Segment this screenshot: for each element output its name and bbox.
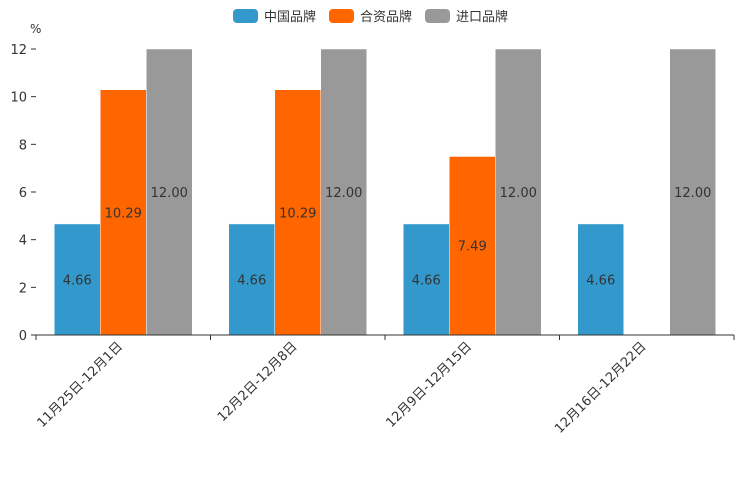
y-axis: 0 2 4 6 8 10 12 [10, 43, 36, 344]
bar [403, 223, 450, 336]
y-tick-label: 2 [19, 281, 27, 296]
y-tick-label: 8 [19, 138, 27, 153]
data-label: 12.00 [325, 186, 362, 201]
bar [274, 89, 321, 336]
legend-swatch [233, 9, 258, 23]
data-label: 10.29 [279, 206, 316, 221]
data-label: 4.66 [412, 273, 441, 288]
data-label: 4.66 [63, 273, 92, 288]
data-label: 12.00 [674, 186, 711, 201]
bars: 4.66 10.29 12.00 4.66 10.29 12.00 4.66 7.49 12.0… [54, 48, 716, 336]
y-tick-label: 4 [19, 234, 27, 249]
legend: 中国品牌 合资品牌 进口品牌 [233, 9, 508, 25]
x-tick-label: 12月9日-12月15日 [383, 339, 475, 431]
x-axis: 11月25日-12月1日 12月2日-12月8日 12月9日-12月15日 12月16… [34, 334, 735, 437]
y-tick-label: 6 [19, 186, 27, 201]
legend-label: 进口品牌 [456, 9, 508, 25]
bar [228, 223, 275, 336]
legend-swatch [425, 9, 450, 23]
legend-label: 合资品牌 [360, 9, 412, 25]
x-tick-label: 12月16日-12月22日 [552, 339, 649, 436]
y-tick-label: 0 [19, 329, 27, 344]
legend-swatch [329, 9, 354, 23]
data-label: 7.49 [458, 240, 487, 255]
bar [495, 48, 542, 336]
y-tick-label: 10 [10, 91, 27, 106]
bar [100, 89, 147, 336]
y-tick-label: 12 [10, 43, 27, 58]
bar [577, 223, 624, 336]
data-label: 12.00 [500, 186, 537, 201]
x-tick-label: 11月25日-12月1日 [34, 339, 126, 431]
bar [146, 48, 193, 336]
y-axis-label: % [30, 22, 41, 36]
data-label: 10.29 [105, 206, 142, 221]
data-label: 12.00 [151, 186, 188, 201]
bar [669, 48, 716, 336]
x-tick-label: 12月2日-12月8日 [215, 339, 301, 425]
data-label: 4.66 [237, 273, 266, 288]
data-label: 4.66 [586, 273, 615, 288]
bar [320, 48, 367, 336]
legend-label: 中国品牌 [264, 9, 316, 25]
bar [449, 156, 496, 336]
